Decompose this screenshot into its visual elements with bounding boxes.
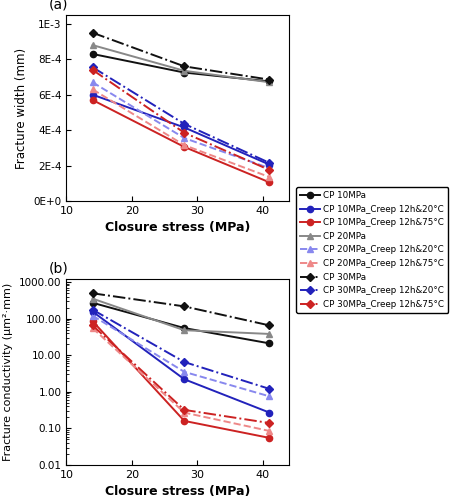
Y-axis label: Fracture width (mm): Fracture width (mm) [15,48,28,168]
Text: (b): (b) [48,262,68,276]
Text: (a): (a) [48,0,68,12]
Legend: CP 10MPa, CP 10MPa_Creep 12h&20°C, CP 10MPa_Creep 12h&75°C, CP 20MPa, CP 20MPa_C: CP 10MPa, CP 10MPa_Creep 12h&20°C, CP 10… [296,187,448,313]
X-axis label: Closure stress (MPa): Closure stress (MPa) [105,222,250,234]
Y-axis label: Fracture conductivity (μm²·mm): Fracture conductivity (μm²·mm) [3,283,13,461]
X-axis label: Closure stress (MPa): Closure stress (MPa) [105,486,250,498]
